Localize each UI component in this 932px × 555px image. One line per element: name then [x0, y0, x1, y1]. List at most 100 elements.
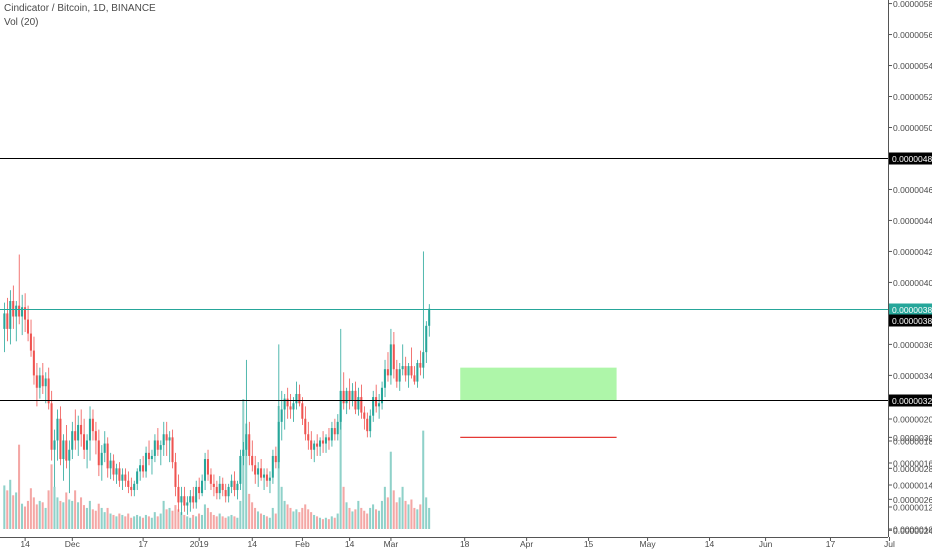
candle-body	[41, 375, 44, 387]
candle-body	[360, 397, 363, 413]
volume-bar	[251, 502, 254, 529]
candle-body	[416, 362, 419, 382]
candle-body	[407, 366, 410, 376]
volume-bar	[286, 504, 289, 529]
volume-bar	[15, 492, 18, 529]
volume-bar	[109, 513, 112, 529]
volume-bar	[189, 517, 192, 529]
volume-bar	[218, 513, 221, 529]
volume-bar	[369, 507, 372, 529]
candle-body	[6, 313, 9, 329]
candle-body	[428, 308, 431, 326]
candle-body	[106, 443, 109, 469]
candle-body	[289, 406, 292, 410]
volume-bar	[21, 503, 24, 529]
candle-body	[103, 443, 106, 453]
candle-body	[53, 440, 56, 450]
candle-body	[9, 301, 12, 329]
volume-bar	[203, 504, 206, 529]
candle-body	[413, 375, 416, 382]
time-tick-label: 14	[20, 539, 30, 549]
candle-body	[180, 496, 183, 503]
candle-body	[212, 483, 215, 487]
time-tick-label: 17	[826, 539, 836, 549]
candle-body	[85, 440, 88, 450]
price-label-box	[889, 303, 932, 316]
candle-body	[201, 480, 204, 494]
candle-body	[262, 474, 265, 478]
volume-bar	[162, 500, 165, 529]
volume-bar	[313, 514, 316, 529]
candle-body	[139, 465, 142, 472]
volume-bar	[321, 519, 324, 529]
candle-body	[29, 333, 32, 351]
time-tick-label: Jul	[884, 539, 895, 549]
candle-body	[195, 486, 198, 503]
volume-bar	[150, 517, 153, 529]
volume-bar	[144, 514, 147, 529]
volume-bar	[360, 507, 363, 529]
volume-bar	[324, 517, 327, 529]
candle-body	[292, 403, 295, 410]
time-tick-label: 15	[584, 539, 594, 549]
volume-bar	[71, 500, 74, 529]
volume-bar	[301, 507, 304, 529]
candle-body	[221, 483, 224, 491]
volume-bar	[91, 509, 94, 529]
volume-bar	[159, 513, 162, 529]
volume-bar	[3, 485, 6, 529]
candle-body	[62, 440, 65, 460]
candle-body	[372, 397, 375, 416]
volume-bar	[141, 517, 144, 529]
volume-bar	[268, 517, 271, 529]
candle-body	[404, 366, 407, 376]
volume-bar	[59, 500, 62, 529]
candle-body	[274, 455, 277, 463]
volume-bar	[262, 514, 265, 529]
candle-body	[47, 378, 50, 404]
candle-body	[351, 390, 354, 401]
volume-bar	[383, 486, 386, 529]
volume-bar	[307, 509, 310, 529]
candle-body	[100, 452, 103, 466]
volume-bar	[372, 504, 375, 529]
candle-body	[206, 459, 209, 475]
volume-bar	[153, 512, 156, 529]
volume-bar	[248, 493, 251, 529]
candle-body	[88, 418, 91, 441]
candle-body	[260, 468, 263, 478]
volume-bar	[316, 516, 319, 529]
volume-bar	[62, 502, 65, 529]
volume-bar	[289, 507, 292, 529]
candle-body	[12, 301, 15, 317]
volume-tick-label: 0.00000100	[893, 525, 932, 535]
candle-body	[35, 375, 38, 388]
candle-body	[44, 378, 47, 387]
candle-body	[115, 468, 118, 475]
volume-bar	[35, 504, 38, 529]
candle-body	[136, 471, 139, 484]
volume-bar	[215, 516, 218, 529]
volume-bar	[416, 509, 419, 529]
volume-bar	[136, 514, 139, 529]
candle-body	[142, 465, 145, 472]
candle-body	[133, 483, 136, 491]
volume-bar	[133, 516, 136, 529]
volume-bar	[97, 503, 100, 529]
volume-bar	[130, 517, 133, 529]
candle-body	[26, 319, 29, 334]
candle-body	[198, 486, 201, 494]
candle-body	[127, 480, 130, 487]
price-label-box	[889, 314, 932, 327]
candle-body	[321, 440, 324, 444]
volume-bar	[41, 502, 44, 529]
candle-body	[203, 459, 206, 481]
candle-body	[224, 490, 227, 497]
volume-bar	[345, 502, 348, 529]
candle-body	[65, 440, 68, 461]
volume-bar	[380, 500, 383, 529]
